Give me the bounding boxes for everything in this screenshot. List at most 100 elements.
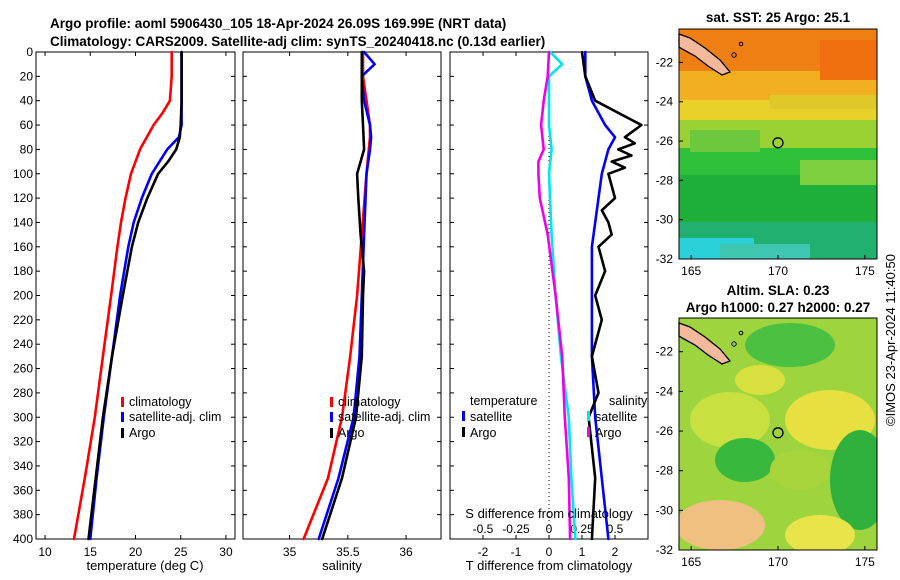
difference-legend-salinity: salinity satellite Argo bbox=[587, 394, 648, 440]
map-y-tick-label: -22 bbox=[656, 345, 674, 359]
y-tick-label: 180 bbox=[13, 264, 33, 278]
legend-satellite-adj: satellite-adj. clim bbox=[129, 410, 221, 424]
legend-swatch-s-argo bbox=[587, 427, 590, 437]
map-y-tick-label: -30 bbox=[656, 503, 674, 517]
series-salinity-argo bbox=[537, 50, 572, 541]
y-tick-label: 120 bbox=[13, 191, 33, 205]
legend-swatch-t-satellite bbox=[462, 411, 465, 421]
map-y-tick-label: -24 bbox=[656, 384, 674, 398]
y-tick-label: 380 bbox=[13, 508, 33, 522]
y-tick-label: 300 bbox=[13, 410, 33, 424]
map-y-tick-label: -26 bbox=[656, 134, 674, 148]
salinity-depth-ticks bbox=[243, 51, 441, 540]
temperature-axes-frame bbox=[35, 51, 236, 540]
difference-depth-ticks bbox=[450, 51, 648, 540]
x-tick-label: 15 bbox=[84, 545, 98, 559]
x-tick-label: 30 bbox=[219, 545, 233, 559]
legend-satellite-adj: satellite-adj. clim bbox=[338, 410, 430, 424]
map-y-tick-label: -28 bbox=[656, 173, 674, 187]
sla-map-subtitle: Argo h1000: 0.27 h2000: 0.27 bbox=[686, 300, 871, 315]
x-tick-label: 10 bbox=[38, 545, 52, 559]
map-x-tick-label: 175 bbox=[855, 264, 875, 278]
map-y-tick-label: -32 bbox=[656, 252, 674, 266]
depth-ticks: 0 20 40 60 80 100 120 140 160 180 200 220 240 260 280 3… bbox=[13, 45, 235, 546]
legend-argo: Argo bbox=[129, 426, 155, 440]
sla-map-ticks: 165 170 175 -22 -24 -26 -28 -30 -32 bbox=[656, 345, 876, 569]
y-tick-label: 400 bbox=[13, 532, 33, 546]
sst-map-ticks: 165 170 175 -22 -24 -26 -28 -30 -32 bbox=[656, 55, 876, 278]
y-tick-label: 320 bbox=[13, 435, 33, 449]
legend-temperature-title: temperature bbox=[470, 394, 537, 408]
difference-panel: -2 -1 0 1 2 -0.5 -0.25 0 0.25 0.5 temperature sa… bbox=[449, 50, 649, 573]
map-x-tick-label: 170 bbox=[768, 264, 788, 278]
legend-climatology: climatology bbox=[129, 395, 192, 409]
s-difference-ticks: -0.5 -0.25 0 0.25 0.5 bbox=[473, 522, 624, 536]
s-tick-label: -0.5 bbox=[473, 522, 494, 536]
legend-salinity-title: salinity bbox=[609, 394, 648, 408]
legend-climatology: climatology bbox=[338, 395, 401, 409]
y-tick-label: 60 bbox=[20, 118, 34, 132]
y-tick-label: 80 bbox=[20, 142, 34, 156]
sst-map-title: sat. SST: 25 Argo: 25.1 bbox=[706, 10, 851, 25]
x-tick-label: 35 bbox=[283, 545, 297, 559]
legend-swatch-s-satellite bbox=[587, 411, 590, 421]
timestamp: ©IMOS 23-Apr-2024 11:40:50 bbox=[883, 254, 898, 426]
temperature-x-ticks: 10 15 20 25 30 bbox=[38, 52, 233, 559]
new-caledonia-shape bbox=[678, 33, 732, 76]
y-tick-label: 280 bbox=[13, 386, 33, 400]
y-tick-label: 220 bbox=[13, 313, 33, 327]
x-tick-label: -2 bbox=[478, 545, 489, 559]
x-tick-label: 20 bbox=[129, 545, 143, 559]
legend-swatch-climatology bbox=[330, 397, 333, 407]
legend-argo: Argo bbox=[338, 426, 364, 440]
new-caledonia-shape bbox=[678, 322, 732, 365]
legend-t-satellite: satellite bbox=[470, 410, 512, 424]
map-x-tick-label: 175 bbox=[855, 555, 875, 569]
y-tick-label: 260 bbox=[13, 362, 33, 376]
s-tick-label: 0.5 bbox=[607, 522, 624, 536]
y-tick-label: 200 bbox=[13, 289, 33, 303]
t-difference-x-label: T difference from climatology bbox=[466, 558, 633, 573]
legend-swatch-satellite bbox=[121, 412, 124, 422]
series-salinity-satellite bbox=[547, 50, 577, 541]
series-temperature-satellite bbox=[583, 50, 617, 541]
series-climatology bbox=[302, 50, 372, 541]
x-tick-label: 25 bbox=[174, 545, 188, 559]
map-y-tick-label: -26 bbox=[656, 424, 674, 438]
temperature-legend: climatology satellite-adj. clim Argo bbox=[121, 395, 221, 440]
legend-swatch-t-argo bbox=[462, 427, 465, 437]
map-y-tick-label: -28 bbox=[656, 464, 674, 478]
salinity-x-ticks: 35 35.5 36 bbox=[283, 52, 413, 559]
island-dot bbox=[731, 52, 737, 58]
salinity-panel: 35 35.5 36 climatology satellite-adj. clim… bbox=[242, 50, 442, 573]
map-x-tick-label: 165 bbox=[681, 555, 701, 569]
series-temperature-argo bbox=[580, 50, 643, 541]
y-tick-label: 20 bbox=[20, 69, 34, 83]
x-tick-label: 1 bbox=[579, 545, 586, 559]
sst-field bbox=[679, 29, 877, 259]
y-tick-label: 40 bbox=[20, 94, 34, 108]
y-tick-label: 0 bbox=[26, 45, 33, 59]
y-tick-label: 160 bbox=[13, 240, 33, 254]
sla-map: Altim. SLA: 0.23 Argo h1000: 0.27 h2000:… bbox=[656, 283, 878, 569]
legend-t-argo: Argo bbox=[470, 426, 496, 440]
title-line2: Climatology: CARS2009. Satellite-adj cli… bbox=[50, 34, 545, 49]
series-satellite-adj-clim bbox=[317, 50, 376, 541]
legend-swatch-climatology bbox=[121, 397, 124, 407]
argo-location-marker bbox=[772, 427, 784, 439]
map-x-tick-label: 165 bbox=[681, 264, 701, 278]
island-dot bbox=[738, 330, 744, 336]
s-difference-label: S difference from climatology bbox=[465, 506, 633, 521]
salinity-legend: climatology satellite-adj. clim Argo bbox=[330, 395, 430, 440]
map-y-tick-label: -32 bbox=[656, 543, 674, 557]
legend-swatch-argo bbox=[121, 428, 124, 438]
map-y-tick-label: -30 bbox=[656, 213, 674, 227]
legend-s-satellite: satellite bbox=[595, 410, 637, 424]
sst-map: sat. SST: 25 Argo: 25.1 165 170 175 -22 -24 -… bbox=[656, 10, 878, 278]
series-argo bbox=[320, 50, 366, 541]
s-tick-label: 0 bbox=[546, 522, 553, 536]
map-y-tick-label: -24 bbox=[656, 95, 674, 109]
temperature-panel: 0 20 40 60 80 100 120 140 160 180 200 220 240 260 280 3… bbox=[13, 45, 236, 573]
sla-map-title: Altim. SLA: 0.23 bbox=[727, 283, 830, 298]
